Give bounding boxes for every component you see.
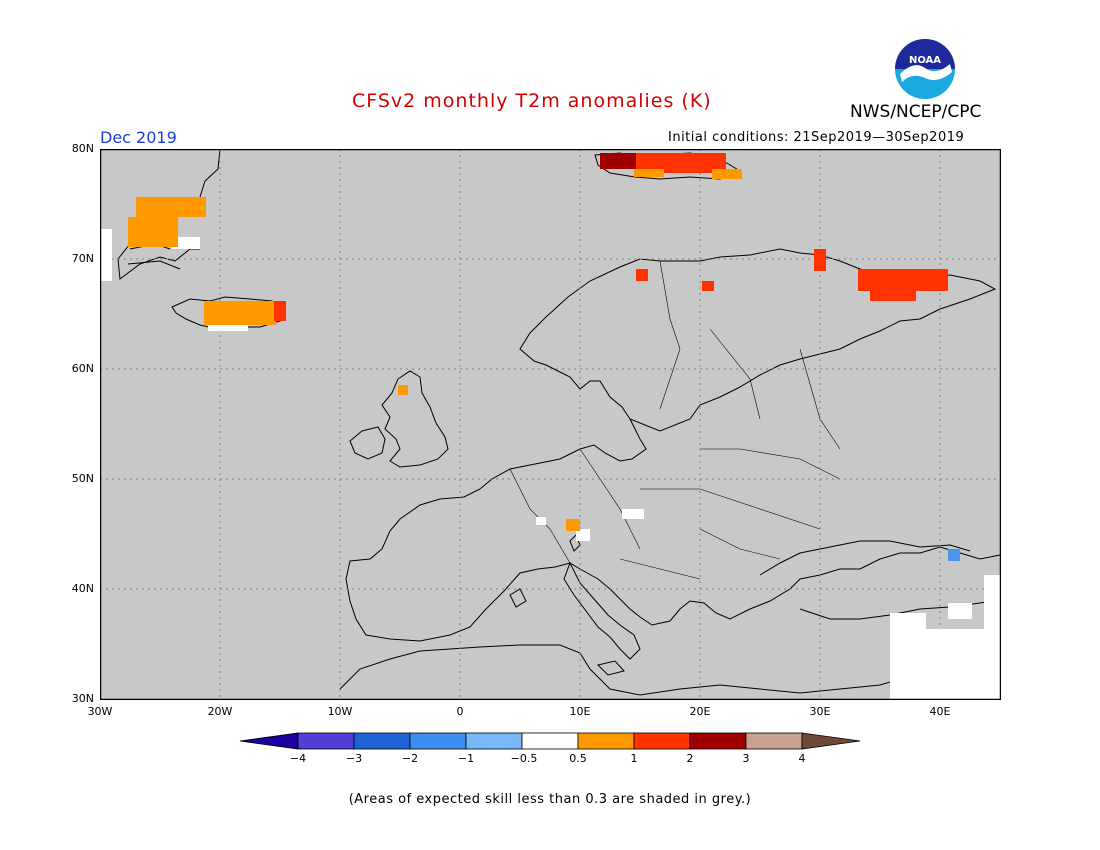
- initial-conditions: Initial conditions: 21Sep2019—30Sep2019: [668, 130, 965, 145]
- lat-label: 70N: [71, 252, 94, 265]
- lat-label: 50N: [71, 472, 94, 485]
- lat-label: 40N: [71, 582, 94, 595]
- forecast-month: Dec 2019: [100, 128, 177, 147]
- lat-label: 30N: [71, 692, 94, 705]
- colorbar-label: −4: [289, 752, 307, 765]
- negative-anomaly: [948, 549, 960, 561]
- logo-text: NOAA: [909, 55, 941, 66]
- colorbar-bin: [577, 732, 635, 750]
- lon-label: 20W: [207, 705, 233, 718]
- colorbar-bin: [297, 732, 355, 750]
- colorbar-label: 4: [798, 752, 806, 765]
- colorbar-label: −2: [401, 752, 419, 765]
- map-frame: [100, 149, 1001, 700]
- anomaly-map: [100, 149, 1001, 700]
- colorbar-label: −1: [457, 752, 475, 765]
- agency-label: NWS/NCEP/CPC: [850, 102, 982, 122]
- colorbar-bin: [689, 732, 747, 750]
- noaa-logo-icon: NOAA: [895, 39, 955, 99]
- lon-label: 10W: [327, 705, 353, 718]
- lon-label: 30E: [809, 705, 831, 718]
- colorbar: [240, 732, 861, 750]
- colorbar-bin: [745, 732, 803, 750]
- colorbar-bin: [409, 732, 467, 750]
- footnote: (Areas of expected skill less than 0.3 a…: [348, 792, 752, 807]
- colorbar-bin: [465, 732, 523, 750]
- lon-label: 10E: [569, 705, 591, 718]
- lat-label: 80N: [71, 142, 94, 155]
- colorbar-label: 0.5: [569, 752, 587, 765]
- colorbar-label: −3: [345, 752, 363, 765]
- near-zero-areas: [100, 205, 1000, 699]
- map-title: CFSv2 monthly T2m anomalies (K): [352, 90, 712, 112]
- colorbar-arrow-low: [240, 732, 299, 750]
- colorbar-label: 2: [686, 752, 694, 765]
- colorbar-bin: [633, 732, 691, 750]
- lon-label: 0: [456, 705, 464, 718]
- lon-label: 30W: [87, 705, 113, 718]
- lon-label: 20E: [689, 705, 711, 718]
- colorbar-bin: [521, 732, 579, 750]
- graticule: [100, 149, 1000, 699]
- colorbar-bin: [353, 732, 411, 750]
- colorbar-label: 3: [742, 752, 750, 765]
- colorbar-label: 1: [630, 752, 638, 765]
- colorbar-label: −0.5: [510, 752, 538, 765]
- positive-anomalies: [128, 153, 948, 531]
- map-background: [100, 149, 1000, 699]
- lon-label: 40E: [929, 705, 951, 718]
- lat-label: 60N: [71, 362, 94, 375]
- colorbar-arrow-high: [801, 732, 861, 750]
